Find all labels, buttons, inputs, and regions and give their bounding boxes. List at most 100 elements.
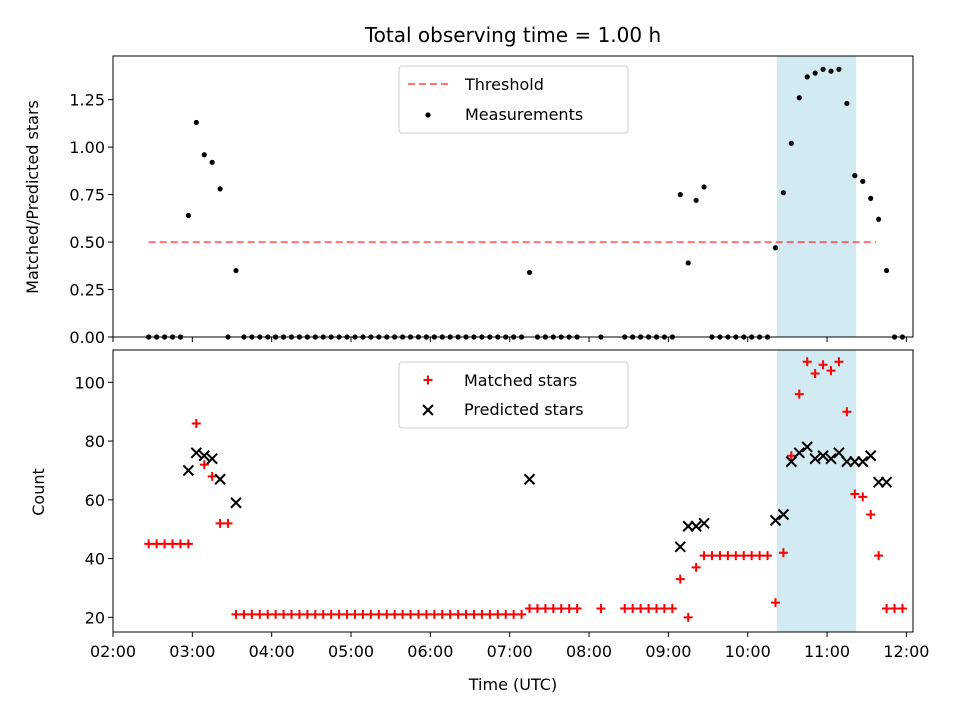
measurement-point xyxy=(876,216,882,222)
matched-star-point xyxy=(850,489,860,499)
chart-title: Total observing time = 1.00 h xyxy=(364,23,661,47)
legend-box xyxy=(398,65,629,134)
time-x-tick-label: 10:00 xyxy=(725,642,771,661)
matched-star-point xyxy=(525,604,535,613)
matched-star-point xyxy=(699,551,709,561)
matched-star-point xyxy=(866,510,876,519)
time-x-tick-label: 03:00 xyxy=(169,642,215,661)
matched-star-point xyxy=(437,609,447,619)
matched-star-point xyxy=(897,604,907,613)
count-legend: Matched stars Predicted stars xyxy=(398,361,629,429)
matched-star-point xyxy=(731,551,741,561)
time-x-tick-label: 04:00 xyxy=(249,642,295,661)
matched-star-point xyxy=(747,551,757,561)
measurement-point xyxy=(780,190,787,196)
measurement-point xyxy=(852,173,858,179)
matched-star-point xyxy=(556,604,566,613)
matched-star-point xyxy=(683,612,693,622)
ratio-panel: 0.00 0.25 0.50 0.75 1.00 1.25 Matched/Predict… xyxy=(23,55,914,347)
matched-star-point xyxy=(429,609,439,619)
matched-star-point xyxy=(501,609,511,619)
ratio-y-tick-label: 0.75 xyxy=(69,186,105,205)
measurement-point xyxy=(233,267,239,274)
time-x-axis-label: Time (UTC) xyxy=(468,675,557,694)
predicted-star-point xyxy=(698,517,710,530)
matched-star-point xyxy=(382,609,392,619)
matched-star-point xyxy=(183,539,193,549)
measurement-point xyxy=(193,119,199,126)
ratio-x-ticks xyxy=(112,337,907,342)
matched-star-point xyxy=(628,604,638,613)
predicted-star-point xyxy=(857,455,869,468)
count-y-tick-label: 40 xyxy=(85,550,105,569)
matched-star-point xyxy=(445,609,455,619)
predicted-star-point xyxy=(690,520,702,532)
matched-star-point xyxy=(310,609,320,619)
predicted-star-point xyxy=(523,473,536,485)
count-y-tick-label: 20 xyxy=(85,608,105,627)
matched-star-point xyxy=(794,389,804,399)
time-x-tick-label: 08:00 xyxy=(566,642,612,661)
matched-star-point xyxy=(255,609,265,619)
matched-star-point xyxy=(786,451,796,461)
matched-star-point xyxy=(271,609,281,619)
measurement-point xyxy=(209,159,215,165)
matched-star-point xyxy=(834,357,844,367)
legend-predicted-swatch xyxy=(422,404,434,416)
matched-star-point xyxy=(842,407,852,417)
ratio-y-tick-label: 1.00 xyxy=(69,138,105,157)
matched-star-point xyxy=(477,609,487,619)
matched-star-point xyxy=(636,604,646,613)
predicted-star-point xyxy=(880,476,893,488)
measurement-point xyxy=(772,245,779,251)
matched-star-point xyxy=(231,609,241,619)
predicted-star-point xyxy=(817,450,829,462)
count-panel: 20 40 60 80 100 02:00 03:00 04:00 05:00 06:00 07:… xyxy=(29,349,929,694)
matched-star-point xyxy=(413,609,423,619)
matched-star-point xyxy=(160,539,170,549)
predicted-star-point xyxy=(182,464,195,477)
matched-star-point xyxy=(239,609,249,619)
measurement-point xyxy=(883,267,890,274)
matched-star-point xyxy=(390,609,400,619)
matched-star-point xyxy=(596,604,606,613)
matched-star-point xyxy=(358,609,368,619)
time-x-tick-label: 11:00 xyxy=(804,642,850,661)
legend-matched-swatch xyxy=(423,375,433,385)
predicted-star-point xyxy=(864,450,877,462)
matched-star-point xyxy=(350,609,360,619)
ratio-y-tick-label: 0.00 xyxy=(69,328,105,347)
measurement-point xyxy=(526,269,533,276)
predicted-star-point xyxy=(793,447,805,459)
time-x-tick-label: 12:00 xyxy=(883,642,929,661)
matched-star-point xyxy=(215,518,225,528)
measurement-point xyxy=(796,95,802,101)
measurement-point xyxy=(693,197,699,203)
star-count-points xyxy=(144,357,907,622)
matched-star-point xyxy=(826,366,836,376)
matched-star-point xyxy=(644,604,654,613)
matched-star-point xyxy=(802,357,812,367)
matched-star-point xyxy=(191,418,201,428)
predicted-star-point xyxy=(825,452,837,465)
matched-star-point xyxy=(810,369,820,378)
count-y-ticks: 20 40 60 80 100 xyxy=(74,373,113,627)
matched-star-point xyxy=(691,562,701,572)
legend-measurement-label: Measurements xyxy=(465,105,583,124)
time-x-tick-label: 07:00 xyxy=(487,642,533,661)
matched-star-point xyxy=(532,604,542,613)
legend-matched-label: Matched stars xyxy=(464,371,577,390)
observing-window-span-bottom xyxy=(776,350,857,632)
matched-star-point xyxy=(564,604,574,613)
highlight-span-rect xyxy=(776,350,857,632)
matched-star-point xyxy=(651,604,661,613)
matched-star-point xyxy=(858,492,868,502)
count-y-tick-label: 100 xyxy=(74,373,105,392)
predicted-star-point xyxy=(230,497,242,509)
matched-star-point xyxy=(326,609,336,619)
measurement-point xyxy=(828,68,834,74)
measurement-point xyxy=(201,152,207,158)
ratio-y-axis-label: Matched/Predicted stars xyxy=(23,100,42,294)
matched-star-point xyxy=(548,604,558,613)
